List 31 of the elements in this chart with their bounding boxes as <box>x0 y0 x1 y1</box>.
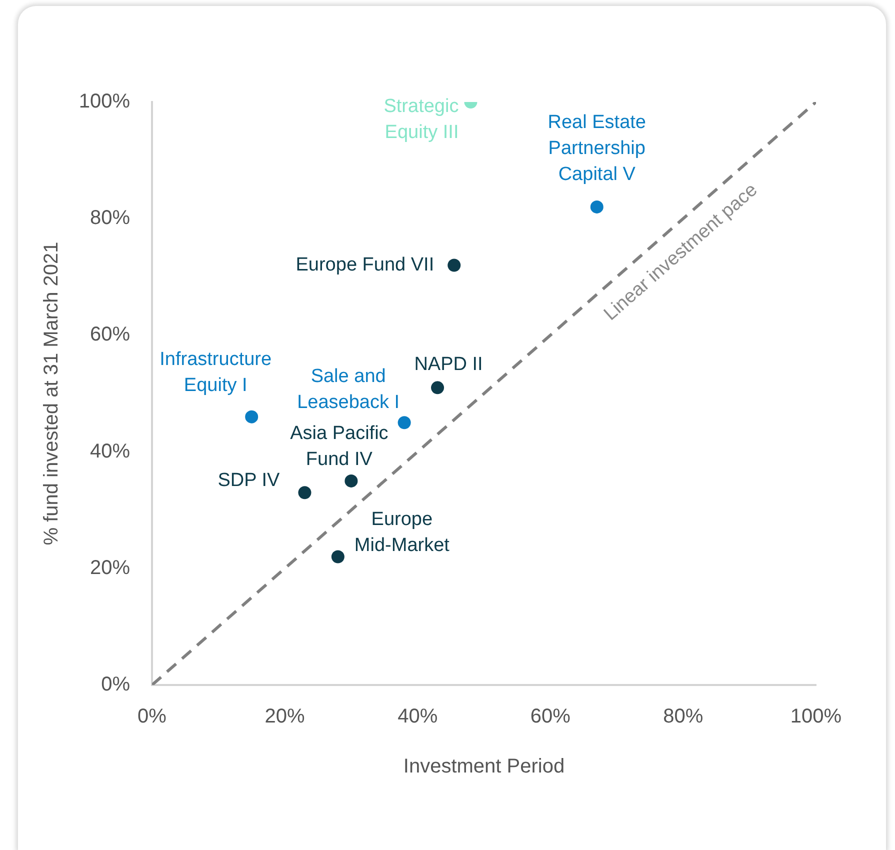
x-tick-label: 100% <box>790 706 842 728</box>
point <box>590 200 604 214</box>
y-tick-label: 80% <box>90 207 130 230</box>
x-tick-label: 40% <box>398 706 438 728</box>
x-tick-label: 20% <box>264 706 306 728</box>
annotation: Strategic Equity III <box>384 96 459 144</box>
point <box>431 381 444 394</box>
annotation: Europe Mid-Market <box>354 508 450 556</box>
point <box>448 258 461 272</box>
annotation: SDP IV <box>218 470 280 491</box>
annotation: Asia Pacific Fund IV <box>290 423 388 470</box>
y-tick-label: 0% <box>101 674 130 696</box>
annotation: Europe Fund VII <box>296 254 434 276</box>
x-axis-title: Investment Period <box>403 756 565 778</box>
annotation: Infrastructure Equity I <box>160 349 272 396</box>
x-tick-label: 60% <box>530 706 571 728</box>
x-tick-label: 0% <box>138 706 167 728</box>
point <box>344 474 358 488</box>
annotation: Sale and Leaseback I <box>297 366 400 413</box>
y-tick-label: 100% <box>78 90 130 113</box>
y-tick-label: 20% <box>90 556 130 579</box>
point <box>245 410 258 424</box>
x-tick-label: 80% <box>663 706 704 728</box>
y-tick-label: 60% <box>90 324 130 346</box>
y-tick-label: 40% <box>90 440 130 462</box>
point <box>398 416 411 430</box>
y-axis-title: % fund invested at 31 March 2021 <box>40 242 63 546</box>
annotation: NAPD II <box>414 354 483 375</box>
point <box>331 550 344 564</box>
annotation: Real Estate Partnership Capital V <box>548 112 646 186</box>
point <box>298 486 312 500</box>
